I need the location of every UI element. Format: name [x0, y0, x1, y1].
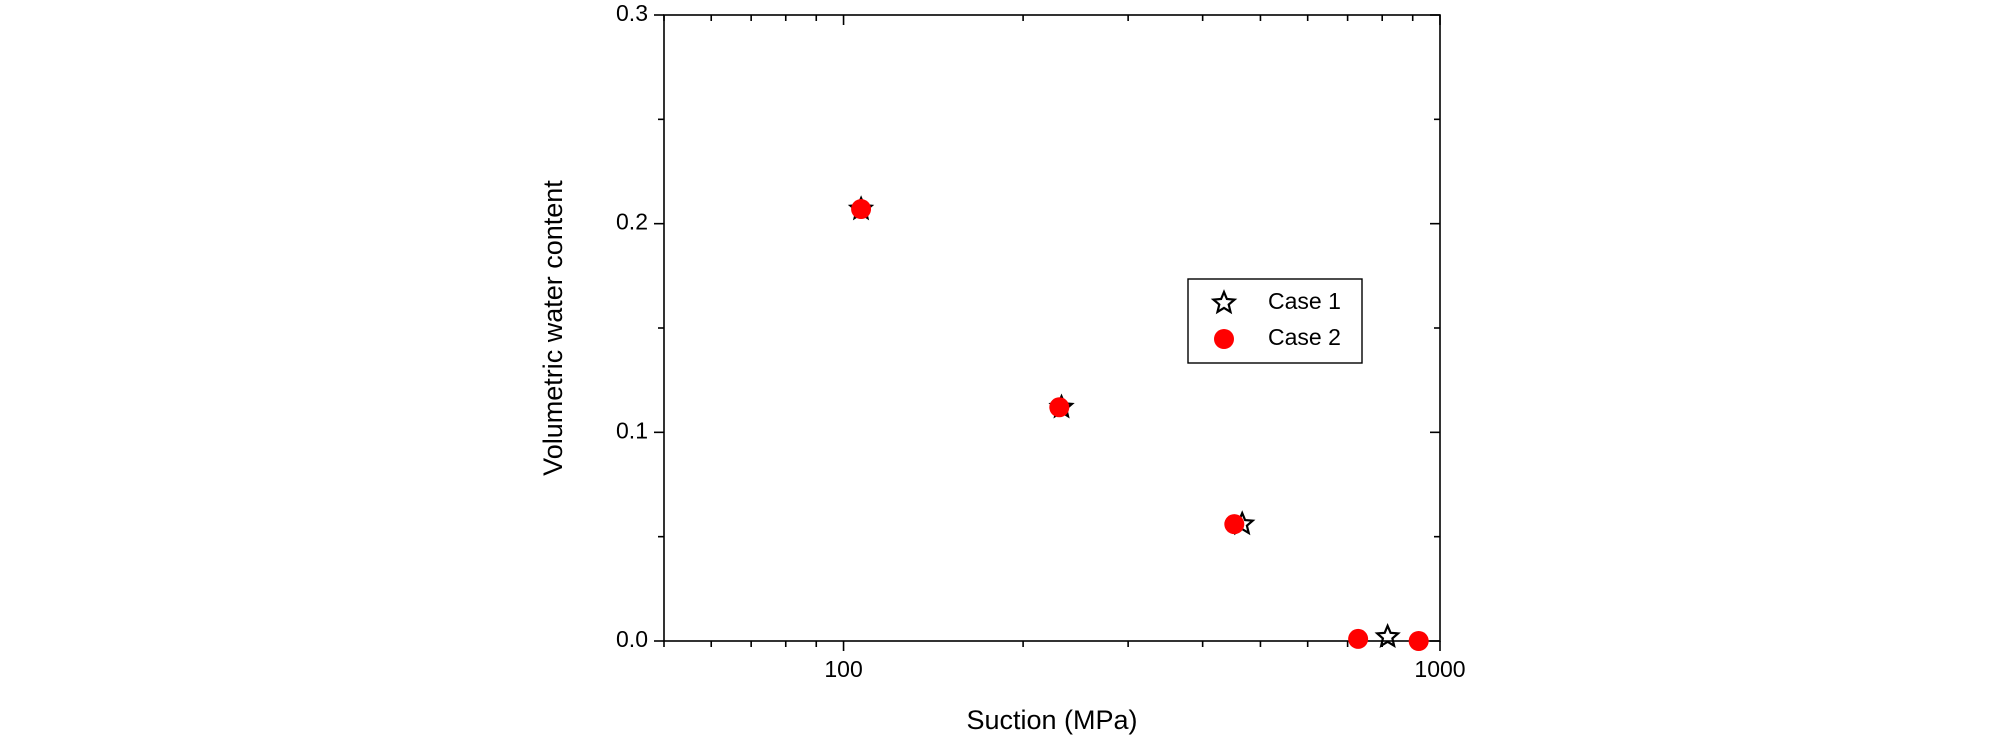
- y-tick-label: 0.0: [616, 626, 648, 652]
- y-tick-label: 0.3: [616, 0, 648, 26]
- star-marker: [1374, 622, 1401, 649]
- circle-marker: [1224, 514, 1245, 535]
- legend-box: [1187, 278, 1363, 364]
- y-tick-label: 0.1: [616, 417, 648, 443]
- y-tick-label: 0.2: [616, 209, 648, 235]
- x-tick-label: 1000: [1414, 656, 1465, 682]
- legend-label: Case 2: [1268, 324, 1341, 350]
- circle-marker: [1049, 397, 1070, 418]
- y-axis-label: Volumetric water content: [538, 180, 568, 476]
- circle-marker: [1348, 628, 1369, 649]
- circle-marker: [1408, 631, 1429, 651]
- legend-label: Case 1: [1268, 288, 1341, 314]
- x-tick-label: 100: [824, 656, 862, 682]
- star-marker: [1210, 289, 1238, 315]
- x-axis-label: Suction (MPa): [966, 705, 1137, 735]
- circle-marker: [851, 199, 872, 220]
- circle-marker: [1214, 329, 1234, 349]
